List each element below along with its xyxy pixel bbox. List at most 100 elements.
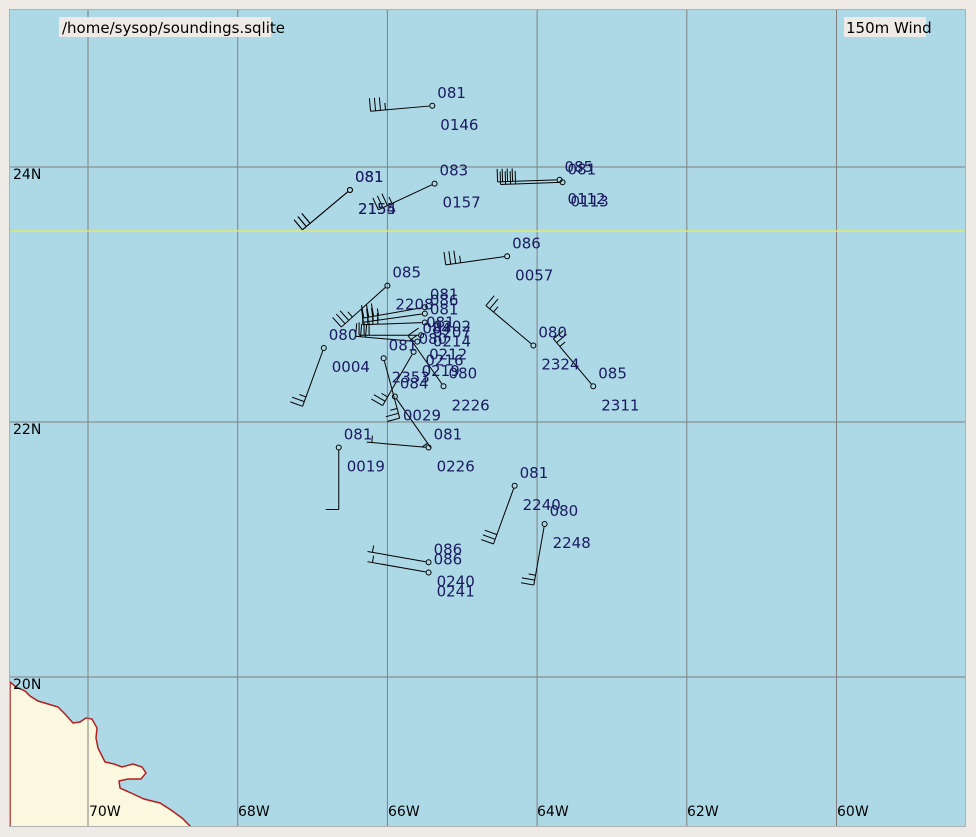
station-marker	[418, 332, 425, 339]
barb-half-feather	[371, 545, 375, 553]
station-marker	[421, 310, 428, 317]
station-level-label: 081	[355, 168, 384, 186]
wind-barb	[371, 348, 417, 407]
barb-staff	[396, 398, 431, 448]
barb-feather	[453, 250, 457, 264]
station-marker	[530, 342, 537, 349]
station-level-label: 086	[434, 540, 463, 558]
station-time-label: 0226	[437, 458, 475, 476]
station-marker	[414, 338, 421, 345]
station-marker	[410, 348, 417, 355]
station-time-label: 0019	[347, 458, 385, 476]
barb-half-feather	[299, 394, 307, 398]
station-marker	[511, 482, 518, 489]
barb-feather	[360, 323, 363, 337]
file-path-text: /home/sysop/soundings.sqlite	[62, 19, 285, 37]
product-label: 150m Wind	[844, 17, 932, 37]
wind-barbs	[290, 97, 597, 586]
wind-barb	[407, 327, 447, 390]
station-time-label: 2324	[541, 356, 579, 374]
barb-feather	[385, 412, 399, 418]
station-level-label: 081	[355, 168, 384, 186]
wind-barb	[443, 250, 511, 266]
station-marker	[425, 559, 432, 566]
wind-map[interactable]: 081 0146 081 2154 081 2155 083 0157 085 0112 081 01…	[10, 10, 966, 827]
station-time-label: 2353	[392, 368, 430, 386]
barb-half-feather	[371, 435, 373, 443]
barb-half-feather	[381, 392, 388, 398]
station-level-label: 086	[434, 550, 463, 568]
barb-feather	[376, 195, 384, 208]
land-coastline	[10, 681, 192, 826]
station-level-label: 080	[449, 364, 478, 382]
barb-feather	[489, 298, 499, 310]
lon-label-70w: 70W	[89, 804, 121, 820]
station-marker	[559, 179, 566, 186]
station-level-label: 080	[329, 326, 358, 344]
station-level-label: 081	[430, 301, 459, 319]
station-level-label: 086	[430, 292, 459, 310]
station-marker	[425, 569, 432, 576]
barb-feather	[339, 310, 350, 321]
station-marker	[541, 521, 548, 527]
station-level-label: 080	[538, 324, 567, 342]
station-level-label: 085	[598, 364, 627, 382]
station-marker	[431, 180, 438, 187]
barb-staff	[362, 322, 422, 326]
barb-staff	[407, 335, 443, 385]
barb-feather	[481, 539, 494, 545]
station-level-label: 081	[520, 464, 549, 482]
wind-barb	[332, 282, 391, 328]
station-time-label: 0157	[443, 194, 481, 212]
wind-barb	[520, 521, 548, 586]
barb-staff	[553, 338, 592, 385]
barb-half-feather	[410, 335, 417, 341]
station-level-label: 080	[550, 502, 579, 520]
station-level-label: 084	[400, 375, 429, 393]
barb-feather	[355, 323, 358, 337]
station-time-label: 2155	[358, 200, 396, 218]
lon-label-68w: 68W	[238, 804, 270, 820]
station-level-label: 084	[422, 320, 451, 338]
wind-barb	[367, 555, 432, 576]
product-text: 150m Wind	[846, 19, 932, 37]
wind-barb	[366, 435, 432, 451]
lon-label-62w: 62W	[687, 804, 719, 820]
barb-half-feather	[376, 308, 380, 316]
barb-staff	[367, 550, 426, 563]
station-time-label: 2311	[601, 396, 639, 414]
station-marker	[504, 253, 511, 260]
barb-feather	[448, 251, 452, 265]
station-marker	[440, 383, 447, 390]
barb-feather	[443, 251, 447, 265]
station-time-label: 0113	[571, 192, 609, 210]
station-marker	[421, 304, 428, 311]
barb-feather	[291, 396, 305, 403]
station-time-label: 0112	[568, 190, 606, 208]
map-frame: 081 0146 081 2154 081 2155 083 0157 085 0112 081 01…	[9, 9, 966, 827]
barb-feather	[301, 213, 311, 224]
station-level-label: 080	[419, 330, 448, 348]
lat-label-24n: 24N	[13, 167, 41, 183]
station-marker	[335, 444, 342, 451]
station-marker	[346, 186, 353, 193]
barb-staff	[340, 287, 386, 328]
station-time-label: 0216	[425, 352, 463, 370]
wind-barb	[293, 186, 353, 231]
wind-barb	[481, 482, 518, 545]
barb-feather	[290, 401, 303, 407]
barb-feather	[553, 330, 564, 340]
barb-feather	[378, 97, 382, 111]
barb-staff	[366, 441, 426, 448]
barb-feather	[361, 305, 365, 319]
barb-feather	[381, 193, 388, 206]
station-time-label: 2240	[523, 496, 561, 514]
station-marker	[384, 282, 391, 289]
barb-feather	[371, 398, 383, 407]
barb-feather	[335, 313, 346, 325]
barb-feather	[365, 324, 368, 338]
barb-feather	[556, 333, 567, 344]
station-marker	[421, 319, 428, 326]
wind-barb	[361, 311, 428, 326]
station-time-label: 0240	[437, 572, 475, 590]
